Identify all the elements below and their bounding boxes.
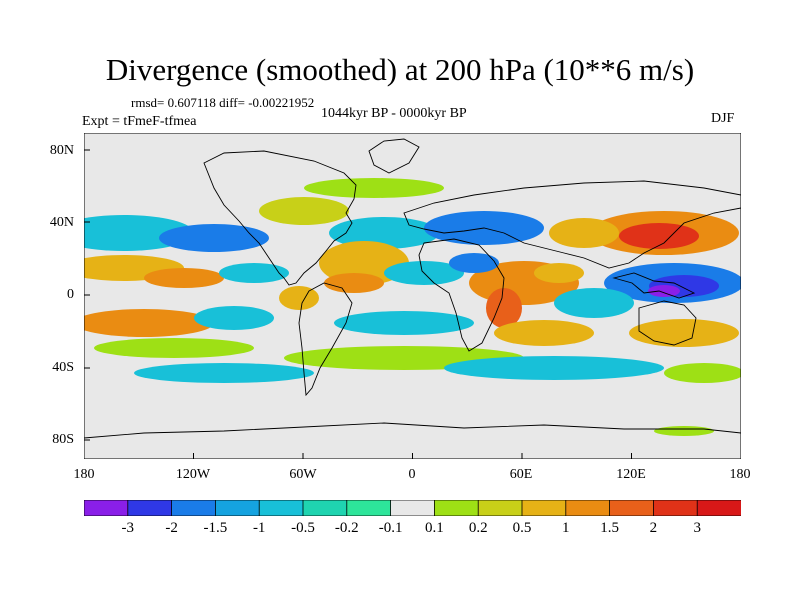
colorbar-label: -1 (252, 520, 266, 536)
x-tick-label: 120W (175, 467, 211, 482)
colorbar-label: -1.5 (203, 520, 228, 536)
north-america-coast (203, 150, 357, 286)
colorbar-swatch (214, 500, 261, 516)
field-region (329, 217, 439, 249)
season-text: DJF (711, 111, 735, 126)
field-region (619, 223, 699, 249)
greenland-coast (368, 138, 420, 174)
field-region (648, 285, 680, 297)
x-tick-label: 180 (729, 467, 751, 482)
field-region (144, 268, 224, 288)
colorbar-swatch (653, 500, 699, 516)
colorbar-swatch (433, 500, 480, 516)
field-region (94, 338, 254, 358)
field-region (444, 356, 664, 380)
field-region (629, 319, 739, 347)
x-tick-label: 60W (289, 467, 317, 482)
field-region (534, 263, 584, 283)
field-region (549, 218, 619, 248)
colorbar-swatch (346, 500, 392, 516)
y-tick-label: 0 (67, 287, 74, 302)
y-tick-label: 80S (52, 432, 74, 447)
field-region (159, 224, 269, 252)
field-region (554, 288, 634, 318)
africa-coast (418, 238, 505, 352)
divergence-map (84, 133, 741, 459)
x-tick-label: 60E (509, 467, 533, 482)
colorbar-swatch (84, 500, 129, 516)
south-america-coast (298, 282, 353, 397)
x-tick-label: 120E (616, 467, 646, 482)
y-tick-label: 40N (49, 215, 74, 230)
field-region (324, 273, 384, 293)
experiment-text: Expt = tFmeF-tfmea (82, 114, 197, 129)
colorbar-label: -0.5 (291, 520, 315, 536)
field-region (194, 306, 274, 330)
field-region (84, 309, 214, 337)
chart-title: Divergence (smoothed) at 200 hPa (10**6 … (105, 52, 695, 87)
colorbar-label: 2 (649, 520, 658, 536)
colorbar-swatch (302, 500, 348, 516)
coastlines (84, 138, 741, 439)
axis-ticks (84, 149, 632, 459)
x-tick-label: 0 (408, 467, 416, 482)
field-region (494, 320, 594, 346)
colorbar-label: 0.1 (425, 520, 444, 536)
colorbar-swatch (390, 500, 436, 516)
colorbar-swatch (609, 500, 655, 516)
x-tick-label: 180 (73, 467, 95, 482)
colorbar-label: -3 (121, 520, 135, 536)
maritime-continent-coast (612, 272, 696, 299)
colorbar-label: 0.5 (512, 520, 532, 536)
colorbar-swatch (258, 500, 304, 516)
colorbar-label: -2 (165, 520, 178, 536)
colorbar-swatch (521, 500, 567, 516)
colorbar (84, 500, 741, 516)
period-text: 1044kyr BP - 0000kyr BP (321, 106, 467, 121)
colorbar-swatch (565, 500, 611, 516)
field-region (334, 311, 474, 335)
australia-coast (638, 300, 697, 346)
field-region (486, 288, 522, 328)
colorbar-swatch (127, 500, 173, 516)
field-region (134, 363, 314, 383)
field-region (279, 286, 319, 310)
colorbar-swatch (171, 500, 217, 516)
field-region (259, 197, 349, 225)
colorbar-swatch (696, 500, 741, 516)
field-region (449, 253, 499, 273)
field-region (664, 363, 741, 383)
y-tick-label: 40S (52, 360, 74, 375)
colorbar-label: 0.2 (468, 520, 488, 536)
field-region (219, 263, 289, 283)
field-region (654, 426, 714, 436)
colorbar-label: 3 (693, 520, 701, 536)
antarctica-coast (84, 422, 741, 439)
colorbar-label: 1.5 (600, 520, 619, 536)
divergence-field (84, 178, 741, 436)
y-tick-label: 80N (49, 143, 74, 158)
field-region (304, 178, 444, 198)
eurasia-coast (403, 180, 741, 269)
colorbar-label: -0.2 (334, 520, 359, 536)
colorbar-swatch (477, 500, 523, 516)
colorbar-label: -0.1 (378, 520, 403, 536)
stats-text: rmsd= 0.607118 diff= -0.00221952 (131, 95, 315, 110)
colorbar-label: 1 (562, 520, 570, 536)
